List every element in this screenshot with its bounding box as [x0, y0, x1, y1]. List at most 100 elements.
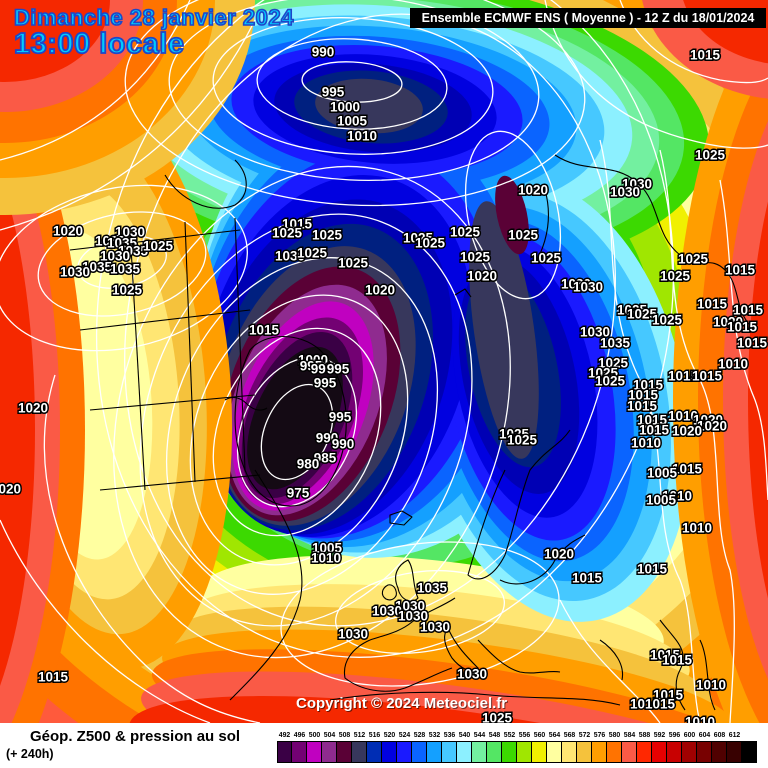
pressure-label: 1030: [100, 249, 130, 264]
pressure-label: 1025: [678, 252, 709, 267]
pressure-label: 1025: [508, 228, 539, 243]
colorbar-swatch: [457, 741, 472, 763]
colorbar-swatch: [637, 741, 652, 763]
pressure-label: 1010: [685, 715, 715, 724]
colorbar-tick: 516: [368, 730, 381, 739]
pressure-label: 1025: [660, 269, 691, 284]
pressure-label: 990: [332, 437, 355, 452]
colorbar-swatch: [562, 741, 577, 763]
pressure-label: 1015: [628, 388, 659, 403]
colorbar-swatch: [697, 741, 712, 763]
pressure-label: 1025: [112, 283, 143, 298]
colorbar-tick: 520: [383, 730, 396, 739]
colorbar-swatch: [547, 741, 562, 763]
pressure-label: 1030: [338, 627, 368, 642]
colorbar-swatch: [712, 741, 727, 763]
pressure-label: 1030: [398, 609, 428, 624]
colorbar-swatch: [337, 741, 352, 763]
colorbar-tick: 604: [698, 730, 711, 739]
colorbar-tick: 552: [503, 730, 516, 739]
pressure-label: 1015: [672, 462, 703, 477]
colorbar-swatch: [397, 741, 412, 763]
pressure-label: 1010: [347, 129, 377, 144]
map-area: 990 995 1000 1005 1010 1015 1020 1030 1030 1035 10…: [0, 0, 768, 723]
colorbar-tick: 612: [728, 730, 741, 739]
pressure-label: 1015: [690, 48, 721, 63]
pressure-label: 1025: [617, 303, 648, 318]
colorbar-tick: 496: [293, 730, 306, 739]
pressure-label: 1035: [107, 236, 138, 251]
colorbar-swatch: [367, 741, 382, 763]
pressure-label: 1025: [272, 226, 303, 241]
pressure-label: 1020: [544, 547, 574, 562]
pressure-label: 995: [327, 362, 350, 377]
model-title-bar: Ensemble ECMWF ENS ( Moyenne ) - 12 Z du…: [410, 8, 766, 28]
colorbar-tick: 564: [548, 730, 561, 739]
pressure-label: 985: [314, 451, 337, 466]
pressure-label: 1035: [82, 260, 113, 275]
colorbar-tick: 556: [518, 730, 531, 739]
pressure-label: 1025: [595, 374, 626, 389]
colorbar-tick: 504: [323, 730, 336, 739]
pressure-label: 1030: [573, 280, 603, 295]
pressure-label: 1020: [672, 424, 702, 439]
pressure-label: 1030: [622, 177, 652, 192]
pressure-label: 1025: [598, 356, 629, 371]
pressure-label: 1025: [460, 250, 491, 265]
pressure-label: 1025: [627, 307, 658, 322]
pressure-label: 1025: [531, 251, 562, 266]
colorbar-swatch: [592, 741, 607, 763]
colorbar-swatch: [682, 741, 697, 763]
pressure-label: 995: [329, 410, 352, 425]
colorbar-tick: 584: [623, 730, 636, 739]
pressure-label: 1025: [450, 225, 481, 240]
pressure-label: 995: [314, 376, 337, 391]
colorbar-swatch: [292, 741, 307, 763]
colorbar-tick: 580: [608, 730, 621, 739]
colorbar-tick: 532: [428, 730, 441, 739]
pressure-label: 995: [300, 359, 323, 374]
pressure-label: 1015: [653, 688, 684, 703]
pressure-label: 1035: [110, 262, 141, 277]
pressure-label: 1030: [580, 325, 610, 340]
legend-bar: Géop. Z500 & pression au sol (+ 240h) 49…: [0, 723, 768, 768]
colorbar-overflow-swatch: [742, 741, 757, 763]
pressure-label: 1020: [467, 269, 497, 284]
pressure-label: 1020: [713, 315, 743, 330]
pressure-label: 1000: [330, 100, 360, 115]
pressure-label: 980: [297, 457, 320, 472]
pressure-label: 1005: [312, 541, 343, 556]
coastlines: [69, 154, 751, 711]
pressure-label: 1000: [298, 353, 328, 368]
pressure-label: 1005: [647, 466, 678, 481]
pressure-label: 1025: [588, 366, 619, 381]
pressure-label: 975: [287, 486, 310, 501]
colorbar-tick: 528: [413, 730, 426, 739]
pressure-label: 1025: [652, 313, 683, 328]
pressure-label: 1020: [0, 482, 21, 497]
colorbar-tick: 524: [398, 730, 411, 739]
pressure-label: 1035: [417, 581, 448, 596]
pressure-label: 1015: [737, 336, 768, 351]
pressure-label: 1015: [662, 653, 693, 668]
colorbar-swatch: [427, 741, 442, 763]
pressure-label: 1030: [610, 185, 640, 200]
colorbar-swatch: [277, 741, 292, 763]
pressure-label: 1015: [697, 297, 728, 312]
geopotential-field: [0, 0, 768, 723]
pressure-label: 1030: [372, 604, 402, 619]
pressure-label: 1030: [457, 667, 487, 682]
pressure-label: 1020: [697, 419, 727, 434]
colorbar-swatches: [277, 741, 757, 763]
colorbar-swatch: [502, 741, 517, 763]
colorbar-tick: 608: [713, 730, 726, 739]
pressure-label: 1015: [633, 378, 664, 393]
pressure-label: 1015: [733, 303, 764, 318]
colorbar-swatch: [322, 741, 337, 763]
pressure-label: 1015: [668, 369, 699, 384]
pressure-label: 1025: [499, 427, 530, 442]
pressure-label: 1015: [38, 670, 69, 685]
pressure-label: 1035: [600, 336, 631, 351]
